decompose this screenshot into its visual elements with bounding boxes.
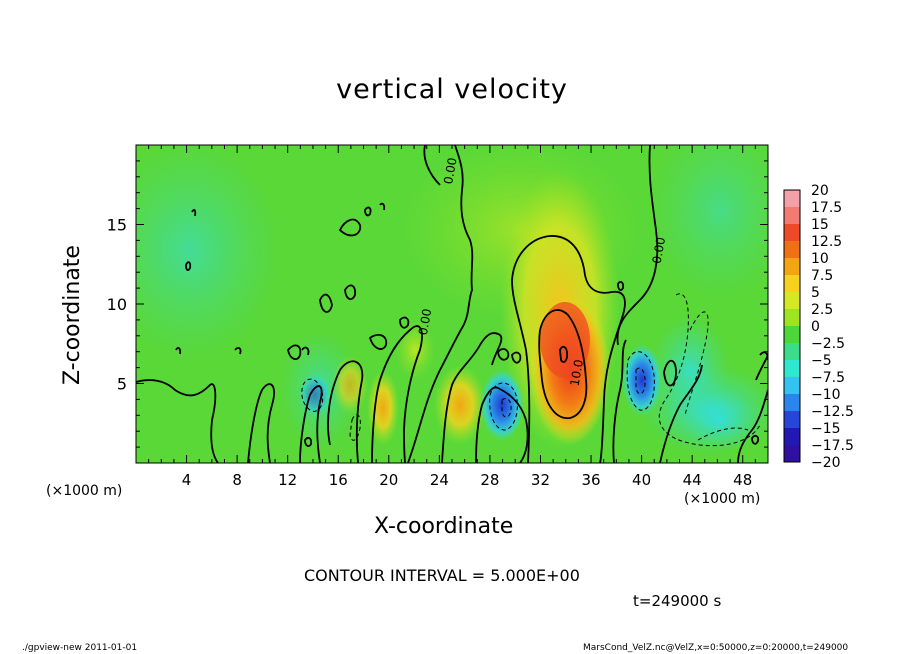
colorbar-segment [784, 275, 800, 292]
colorbar-label: 2.5 [811, 302, 833, 318]
colorbar-label: 20 [811, 183, 829, 199]
colorbar-label: 12.5 [811, 234, 842, 250]
x-tick-label: 32 [531, 471, 550, 489]
colorbar-segment [784, 309, 800, 326]
colorbar-label: −12.5 [811, 404, 854, 420]
x-tick-label: 48 [733, 471, 752, 489]
negative-contour-lines [301, 293, 761, 447]
colorbar-segment [784, 207, 800, 224]
y-tick-label: 5 [117, 375, 127, 394]
colorbar-segment [784, 190, 800, 207]
contour-lines [136, 145, 768, 463]
y-axis: 5 10 15 [107, 160, 768, 448]
y-axis-label: Z-coordinate [60, 245, 85, 385]
colorbar-label: −7.5 [811, 370, 845, 386]
colorbar-segment [784, 241, 800, 258]
colorbar-segment [784, 258, 800, 275]
contour-value-labels: 0.00 0.00 0.00 10.0 [416, 157, 668, 388]
x-tick-label: 12 [278, 471, 297, 489]
x-tick-label: 44 [683, 471, 702, 489]
colorbar-segment [784, 445, 800, 462]
contour-label: 0.00 [650, 236, 668, 265]
footer-right: MarsCond_VelZ.nc@VelZ,x=0:50000,z=0:2000… [583, 643, 849, 653]
colorbar-label: −17.5 [811, 438, 854, 454]
chart-title: vertical velocity [336, 74, 568, 105]
x-tick-label: 24 [430, 471, 449, 489]
colorbar-label: 5 [811, 285, 820, 301]
x-tick-label: 8 [232, 471, 242, 489]
colorbar-segment [784, 326, 800, 343]
x-tick-label: 36 [581, 471, 600, 489]
y-tick-label: 10 [107, 295, 127, 314]
colorbar-segment [784, 428, 800, 445]
x-axis-label: X-coordinate [374, 514, 514, 539]
colorbar-segment [784, 292, 800, 309]
colorbar: 2017.51512.5107.552.50−2.5−5−7.5−10−12.5… [783, 183, 854, 471]
x-tick-label: 28 [480, 471, 499, 489]
contour-label: 0.00 [416, 308, 434, 337]
colorbar-label: −5 [811, 353, 832, 369]
contour-label: 0.00 [441, 157, 459, 186]
colorbar-label: 10 [811, 251, 829, 267]
contour-interval-note: CONTOUR INTERVAL = 5.000E+00 [304, 566, 580, 585]
x-tick-label: 16 [329, 471, 348, 489]
x-unit-label-right: (×1000 m) [684, 491, 761, 507]
colorbar-label: −2.5 [811, 336, 845, 352]
contour-label: 10.0 [568, 358, 586, 387]
footer-left: ./gpview-new 2011-01-01 [22, 643, 138, 653]
colorbar-label: 0 [811, 319, 820, 335]
colorbar-label: −15 [811, 421, 841, 437]
colorbar-segment [784, 224, 800, 241]
colorbar-label: −10 [811, 387, 841, 403]
y-tick-label: 15 [107, 216, 127, 235]
colorbar-frame [783, 189, 801, 463]
colorbar-segment [784, 360, 800, 377]
time-label: t=249000 s [633, 592, 722, 610]
x-tick-label: 4 [182, 471, 192, 489]
x-tick-label: 40 [632, 471, 651, 489]
colorbar-segment [784, 343, 800, 360]
colorbar-segment [784, 394, 800, 411]
colorbar-segment [784, 377, 800, 394]
colorbar-label: 15 [811, 217, 829, 233]
colorbar-label: 17.5 [811, 200, 842, 216]
x-tick-label: 20 [379, 471, 398, 489]
colorbar-label: −20 [811, 455, 841, 471]
colorbar-segment [784, 411, 800, 428]
colorbar-label: 7.5 [811, 268, 833, 284]
x-axis: 4 8 12 16 20 24 28 32 36 40 44 48 [148, 145, 756, 489]
x-unit-label-left: (×1000 m) [46, 483, 123, 499]
